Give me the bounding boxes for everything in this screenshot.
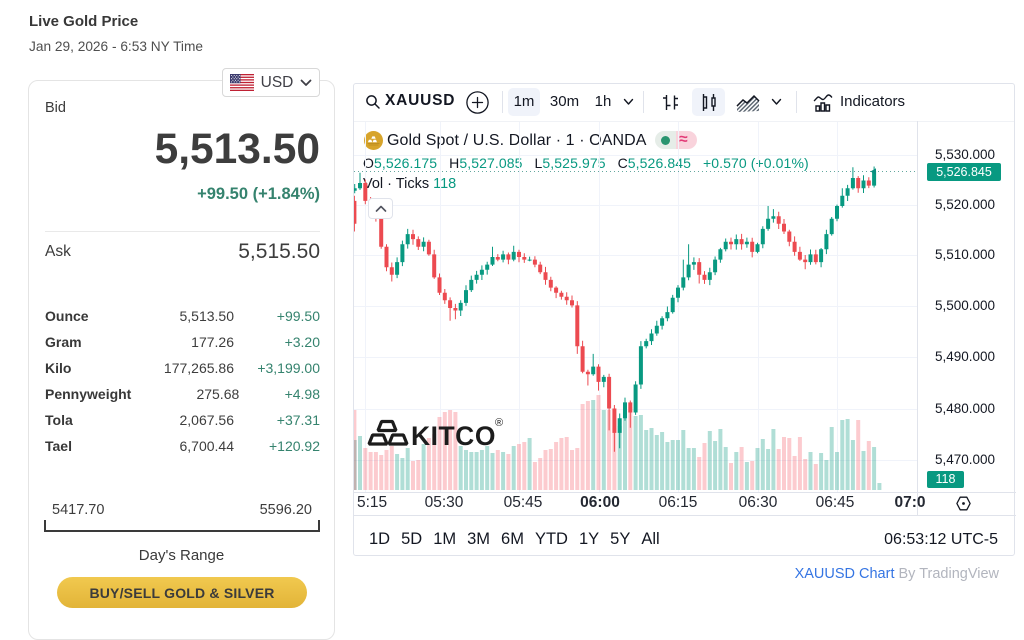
svg-text:KITCO: KITCO [411,421,496,451]
svg-text:®: ® [495,417,503,429]
